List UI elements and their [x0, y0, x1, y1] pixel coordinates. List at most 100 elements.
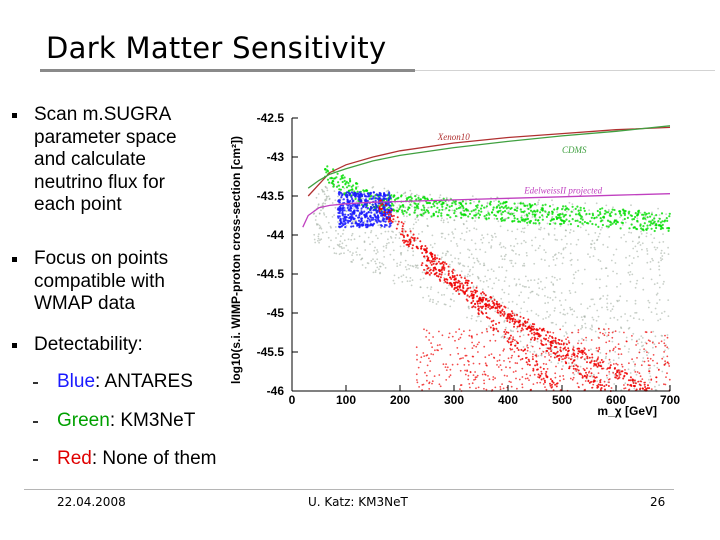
scatter-point	[598, 286, 601, 289]
scatter-point	[509, 259, 511, 262]
scatter-point	[599, 297, 602, 300]
scatter-point	[642, 288, 645, 291]
scatter-point	[515, 327, 518, 330]
scatter-point	[550, 344, 553, 347]
scatter-point	[597, 235, 600, 238]
scatter-point	[396, 206, 399, 209]
scatter-point	[355, 200, 358, 203]
scatter-point	[489, 339, 492, 342]
scatter-point	[639, 375, 642, 378]
scatter-point	[508, 315, 511, 318]
scatter-point	[583, 349, 585, 352]
scatter-point	[406, 280, 409, 283]
scatter-point	[500, 219, 503, 222]
scatter-point	[536, 364, 538, 367]
scatter-point	[339, 240, 342, 243]
scatter-point	[592, 298, 594, 301]
scatter-point	[549, 297, 552, 299]
scatter-point	[319, 226, 322, 229]
scatter-point	[422, 196, 425, 199]
scatter-point	[365, 195, 368, 198]
scatter-point	[548, 265, 550, 267]
scatter-point	[489, 200, 492, 203]
scatter-point	[629, 271, 632, 273]
scatter-point	[628, 255, 631, 257]
scatter-point	[362, 223, 365, 226]
scatter-point	[403, 245, 405, 248]
scatter-point	[599, 228, 602, 231]
scatter-point	[564, 313, 566, 316]
scatter-point	[499, 354, 501, 356]
scatter-point	[591, 316, 594, 319]
scatter-point	[551, 275, 554, 278]
scatter-point	[419, 286, 422, 288]
scatter-point	[544, 381, 546, 384]
scatter-point	[507, 313, 510, 316]
scatter-point	[417, 196, 420, 199]
scatter-point	[465, 231, 468, 233]
scatter-point	[552, 258, 555, 261]
scatter-point	[554, 337, 557, 339]
scatter-point	[383, 256, 386, 258]
scatter-point	[499, 314, 502, 317]
scatter-point	[555, 382, 558, 385]
scatter-point	[664, 344, 666, 347]
scatter-point	[667, 229, 670, 232]
scatter-point	[523, 285, 526, 288]
scatter-point	[351, 200, 354, 203]
scatter-point	[484, 373, 486, 376]
scatter-point	[522, 346, 525, 348]
scatter-point	[587, 253, 589, 256]
scatter-point	[473, 379, 475, 381]
scatter-point	[514, 262, 517, 265]
scatter-point	[497, 279, 500, 281]
scatter-point	[521, 357, 524, 360]
scatter-point	[573, 310, 576, 313]
scatter-point	[447, 265, 450, 268]
scatter-point	[594, 248, 596, 251]
scatter-point	[438, 330, 440, 333]
scatter-point	[441, 334, 444, 337]
scatter-point	[634, 312, 636, 314]
scatter-point	[387, 238, 389, 241]
scatter-point	[622, 219, 624, 221]
scatter-point	[485, 214, 488, 217]
scatter-point	[509, 366, 511, 369]
scatter-point	[456, 363, 459, 366]
scatter-point	[317, 233, 320, 236]
scatter-point	[643, 348, 645, 350]
scatter-point	[498, 206, 501, 209]
scatter-point	[666, 346, 669, 349]
scatter-point	[506, 229, 509, 232]
scatter-point	[634, 363, 636, 366]
scatter-point	[552, 290, 555, 293]
scatter-point	[653, 215, 656, 217]
scatter-point	[414, 195, 417, 198]
scatter-point	[598, 211, 602, 214]
scatter-point	[612, 363, 615, 365]
scatter-point	[581, 218, 584, 221]
scatter-point	[492, 376, 495, 378]
scatter-point	[595, 376, 598, 379]
scatter-point	[609, 212, 612, 215]
scatter-point	[496, 305, 499, 308]
scatter-point	[474, 208, 477, 211]
scatter-point	[635, 344, 637, 346]
scatter-point	[578, 212, 581, 215]
scatter-point	[649, 261, 652, 263]
scatter-point	[435, 210, 438, 213]
scatter-point	[492, 302, 495, 305]
scatter-point	[435, 271, 438, 274]
scatter-point	[529, 209, 533, 212]
scatter-point	[542, 351, 545, 353]
scatter-point	[475, 345, 478, 348]
scatter-point	[616, 371, 618, 374]
scatter-point	[410, 284, 413, 287]
scatter-point	[443, 268, 446, 271]
scatter-point	[606, 211, 610, 214]
scatter-point	[387, 189, 390, 192]
scatter-point	[528, 379, 530, 381]
scatter-point	[544, 286, 546, 289]
scatter-point	[562, 349, 565, 352]
scatter-point	[476, 259, 479, 262]
